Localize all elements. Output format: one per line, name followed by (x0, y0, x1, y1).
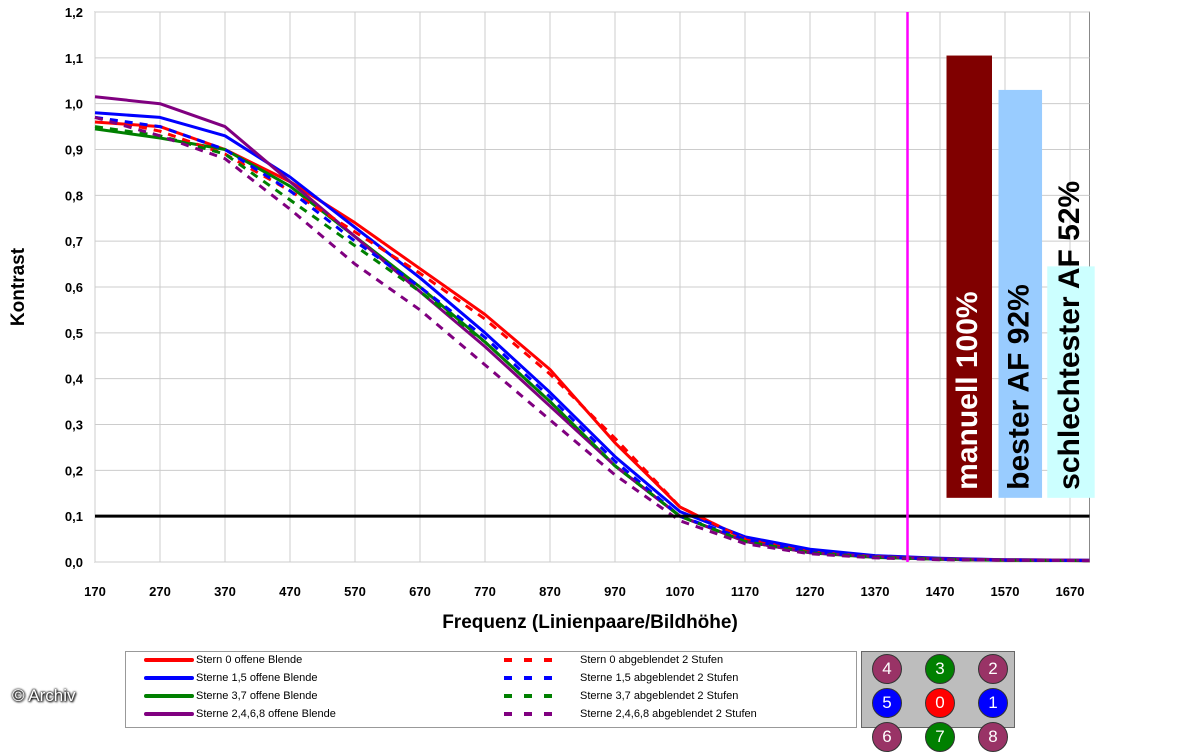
star-position-marker: 7 (925, 722, 955, 752)
bar (946, 55, 992, 498)
star-position-marker: 1 (978, 688, 1008, 718)
legend-item: Sterne 3,7 offene Blende (144, 687, 318, 705)
bar (1047, 266, 1095, 498)
x-tick-label: 470 (279, 584, 301, 599)
legend-item: Stern 0 offene Blende (144, 651, 302, 669)
legend-label: Sterne 1,5 offene Blende (196, 672, 318, 684)
y-tick-label: 1,2 (65, 5, 83, 20)
y-tick-label: 0,0 (65, 555, 83, 570)
star-position-marker: 3 (925, 654, 955, 684)
x-tick-label: 1270 (796, 584, 825, 599)
legend-swatch (504, 694, 562, 699)
y-tick-label: 1,0 (65, 97, 83, 112)
y-axis-label: Kontrast (8, 247, 29, 326)
x-tick-label: 570 (344, 584, 366, 599)
x-tick-label: 1170 (731, 584, 759, 599)
legend-swatch (504, 676, 562, 681)
bar (998, 89, 1043, 498)
legend-swatch (504, 712, 562, 717)
x-tick-label: 670 (409, 584, 431, 599)
legend-item: Sterne 1,5 offene Blende (144, 669, 318, 687)
legend-label: Sterne 3,7 offene Blende (196, 690, 318, 702)
y-tick-label: 1,1 (65, 51, 83, 66)
star-position-marker: 5 (872, 688, 902, 718)
x-tick-label: 370 (214, 584, 236, 599)
x-tick-label: 770 (474, 584, 496, 599)
bar-label: schlechtester AF 52% (1053, 181, 1086, 490)
x-tick-label: 870 (539, 584, 561, 599)
legend-label: Sterne 2,4,6,8 offene Blende (196, 708, 336, 720)
x-tick-label: 1370 (861, 584, 890, 599)
legend-swatch (144, 712, 194, 717)
legend-label: Sterne 2,4,6,8 abgeblendet 2 Stufen (580, 708, 757, 720)
series-line (94, 115, 1090, 563)
star-position-marker: 6 (872, 722, 902, 752)
y-tick-label: 0,1 (65, 509, 83, 524)
y-tick-label: 0,3 (65, 418, 83, 433)
x-tick-label: 1570 (991, 584, 1020, 599)
mtf-chart: 0,0 0,1 0,2 0,3 0,4 0,5 0,6 0,7 0,8 0,9 1,0 1,1 1,2 1… (8, 5, 1095, 633)
legend-label: Sterne 3,7 abgeblendet 2 Stufen (580, 690, 739, 702)
legend-item: Sterne 2,4,6,8 abgeblendet 2 Stufen (504, 705, 757, 723)
legend-item: Sterne 1,5 abgeblendet 2 Stufen (504, 669, 738, 687)
legend-label: Sterne 1,5 abgeblendet 2 Stufen (580, 672, 739, 684)
legend-swatch (144, 658, 194, 663)
y-tick-label: 0,7 (65, 234, 83, 249)
star-position-marker: 0 (925, 688, 955, 718)
legend-item: Sterne 3,7 abgeblendet 2 Stufen (504, 687, 738, 705)
y-tick-label: 0,8 (65, 188, 83, 203)
x-tick-label: 1670 (1056, 584, 1085, 599)
y-tick-label: 0,4 (65, 372, 84, 387)
star-position-marker: 2 (978, 654, 1008, 684)
legend-item: Stern 0 abgeblendet 2 Stufen (504, 651, 723, 669)
legend-swatch (144, 694, 194, 699)
y-tick-label: 0,5 (65, 326, 83, 341)
x-axis-label: Frequenz (Linienpaare/Bildhöhe) (442, 612, 738, 633)
legend-swatch (504, 658, 562, 663)
star-position-marker: 4 (872, 654, 902, 684)
x-tick-label: 1070 (666, 584, 695, 599)
bar-label: manuell 100% (951, 291, 984, 489)
y-tick-label: 0,9 (65, 143, 83, 158)
legend: Stern 0 offene Blende Sterne 1,5 offene B… (125, 651, 857, 728)
x-tick-label: 1470 (926, 584, 955, 599)
x-tick-label: 270 (149, 584, 171, 599)
legend-swatch (144, 676, 194, 681)
legend-label: Stern 0 abgeblendet 2 Stufen (580, 654, 724, 666)
copyright-label: © Archiv (12, 686, 76, 705)
y-tick-label: 0,2 (65, 463, 83, 478)
x-tick-label: 170 (84, 584, 106, 599)
x-tick-label: 970 (604, 584, 626, 599)
y-tick-label: 0,6 (65, 280, 83, 295)
bar-label: bester AF 92% (1002, 284, 1035, 490)
star-position-marker: 8 (978, 722, 1008, 752)
legend-label: Stern 0 offene Blende (196, 654, 303, 666)
legend-item: Sterne 2,4,6,8 offene Blende (144, 705, 336, 723)
